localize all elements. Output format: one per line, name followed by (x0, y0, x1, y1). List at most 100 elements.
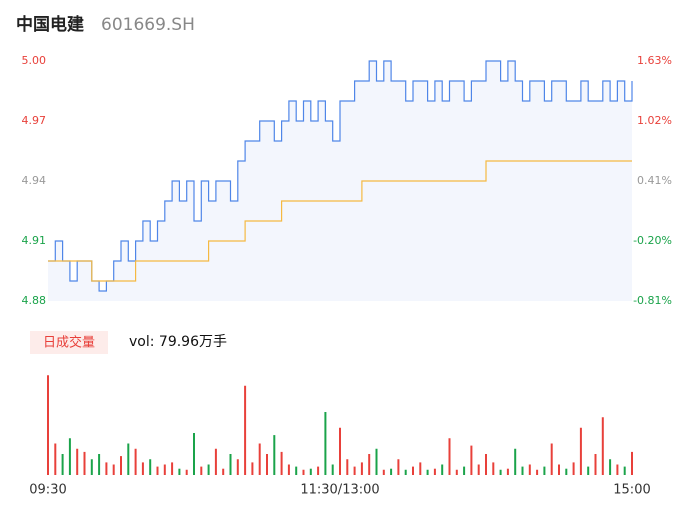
y-tick-label: 4.97 (22, 114, 47, 127)
volume-bar (90, 459, 93, 475)
y-tick-label: 4.91 (22, 234, 47, 247)
y-tick-label: 5.00 (22, 54, 47, 67)
volume-bar (127, 443, 130, 475)
volume-bar (463, 466, 466, 475)
y-tick-label: 4.94 (22, 174, 47, 187)
volume-bar (441, 464, 444, 475)
volume-bar (426, 469, 429, 475)
volume-bar (331, 464, 334, 475)
volume-bar (433, 468, 436, 475)
volume-bar (309, 468, 312, 475)
volume-bar (244, 385, 247, 475)
volume-bar (448, 438, 451, 475)
volume-bar (171, 462, 174, 475)
volume-bar (572, 462, 575, 475)
volume-bar (455, 469, 458, 475)
volume-bar (360, 462, 363, 475)
volume-bar (258, 443, 261, 475)
volume-bar (324, 412, 327, 475)
y2-tick-label: 1.02% (637, 114, 672, 127)
volume-bar (229, 454, 232, 475)
volume-bar (156, 466, 159, 475)
volume-bar (558, 464, 560, 475)
volume-bar (346, 459, 349, 475)
volume-bar (83, 451, 86, 475)
volume-bar (528, 464, 531, 475)
volume-bar (368, 454, 371, 475)
volume-bar (251, 462, 254, 475)
x-tick-label: 09:30 (29, 483, 66, 498)
volume-bar (404, 469, 407, 475)
volume-bar (601, 417, 604, 475)
volume-bar (609, 459, 612, 475)
volume-bar (514, 448, 517, 475)
volume-bar (280, 451, 283, 475)
volume-label: 日成交量 (43, 335, 95, 351)
volume-bar (68, 438, 71, 475)
volume-bar (543, 466, 546, 475)
volume-bar (412, 466, 414, 475)
volume-bar (397, 459, 400, 475)
volume-bar (163, 464, 166, 475)
volume-label-box (30, 331, 108, 354)
volume-bar (506, 468, 509, 475)
volume-bar (317, 466, 320, 475)
volume-bar (521, 466, 524, 475)
volume-bar (353, 466, 356, 475)
volume-bar (382, 469, 385, 475)
volume-bar (54, 443, 57, 475)
y2-tick-label: 0.41% (637, 174, 672, 187)
volume-bar (200, 466, 203, 475)
volume-bar (141, 462, 144, 475)
volume-bar (214, 448, 217, 475)
y2-tick-label: -0.20% (633, 234, 672, 247)
volume-bar (579, 427, 582, 475)
y2-tick-label: 1.63% (637, 54, 672, 67)
volume-bar (390, 468, 393, 475)
volume-bar (287, 464, 290, 475)
volume-bar (375, 448, 378, 475)
price-area (48, 61, 632, 301)
stock-name: 中国电建 (16, 14, 84, 35)
volume-bar (302, 469, 305, 475)
volume-bar (222, 468, 225, 475)
y2-tick-label: -0.81% (633, 294, 672, 307)
volume-bar (61, 454, 64, 475)
y-tick-label: 4.88 (22, 294, 47, 307)
volume-bar (266, 454, 268, 475)
volume-bar (120, 456, 122, 475)
volume-bar (273, 435, 276, 475)
volume-bar (185, 469, 188, 475)
volume-bar (550, 443, 553, 475)
x-tick-label: 15:00 (613, 483, 650, 498)
volume-bar (47, 375, 49, 475)
volume-bar (492, 462, 495, 475)
volume-bar (295, 466, 298, 475)
volume-bar (587, 466, 590, 475)
volume-bar (134, 448, 137, 475)
volume-bar (207, 464, 210, 475)
volume-bar (149, 459, 152, 475)
volume-total: vol: 79.96万手 (129, 334, 227, 350)
volume-bar (477, 464, 480, 475)
volume-bar (616, 464, 619, 475)
volume-bar (499, 469, 502, 475)
volume-bar (565, 468, 568, 475)
x-tick-label: 11:30/13:00 (300, 483, 379, 498)
volume-bar (623, 466, 626, 475)
volume-bar (105, 462, 108, 475)
volume-bar (594, 454, 597, 475)
volume-bar (193, 433, 195, 475)
volume-bar (339, 427, 341, 475)
stock-code: 601669.SH (101, 15, 195, 35)
volume-bar (112, 464, 115, 475)
volume-bar (419, 462, 422, 475)
volume-bar (236, 459, 239, 475)
volume-bar (76, 448, 79, 475)
series-line (48, 60, 633, 292)
volume-bar (631, 451, 633, 475)
volume-bar (178, 468, 181, 475)
volume-bar (536, 469, 539, 475)
volume-bar (98, 454, 101, 475)
